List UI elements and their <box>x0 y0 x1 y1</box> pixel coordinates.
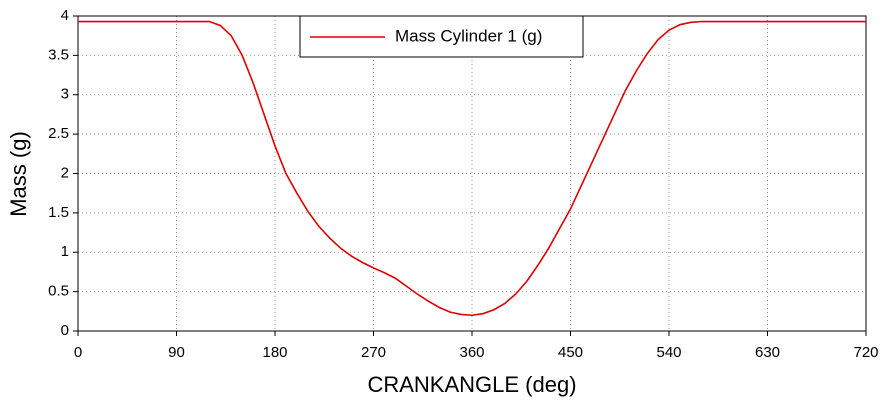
y-tick-label: 1.5 <box>48 204 69 221</box>
x-tick-label: 0 <box>74 344 82 361</box>
y-axis-label: Mass (g) <box>6 131 31 217</box>
y-tick-label: 0 <box>61 322 69 339</box>
y-tick-label: 3 <box>61 86 69 103</box>
x-tick-label: 270 <box>361 344 386 361</box>
y-tick-label: 2.5 <box>48 125 69 142</box>
y-tick-label: 4 <box>61 7 69 24</box>
y-tick-label: 3.5 <box>48 46 69 63</box>
y-tick-label: 2 <box>61 164 69 181</box>
plot-frame <box>77 15 867 332</box>
x-tick-label: 90 <box>168 344 185 361</box>
x-tick-label: 360 <box>459 344 484 361</box>
x-tick-label: 630 <box>755 344 780 361</box>
legend-label: Mass Cylinder 1 (g) <box>395 26 542 45</box>
x-tick-label: 540 <box>656 344 681 361</box>
x-tick-label: 720 <box>853 344 878 361</box>
y-tick-label: 0.5 <box>48 283 69 300</box>
x-axis-label: CRANKANGLE (deg) <box>367 372 576 397</box>
x-tick-label: 180 <box>262 344 287 361</box>
y-tick-label: 1 <box>61 243 69 260</box>
x-tick-label: 450 <box>558 344 583 361</box>
data-line <box>78 20 866 317</box>
